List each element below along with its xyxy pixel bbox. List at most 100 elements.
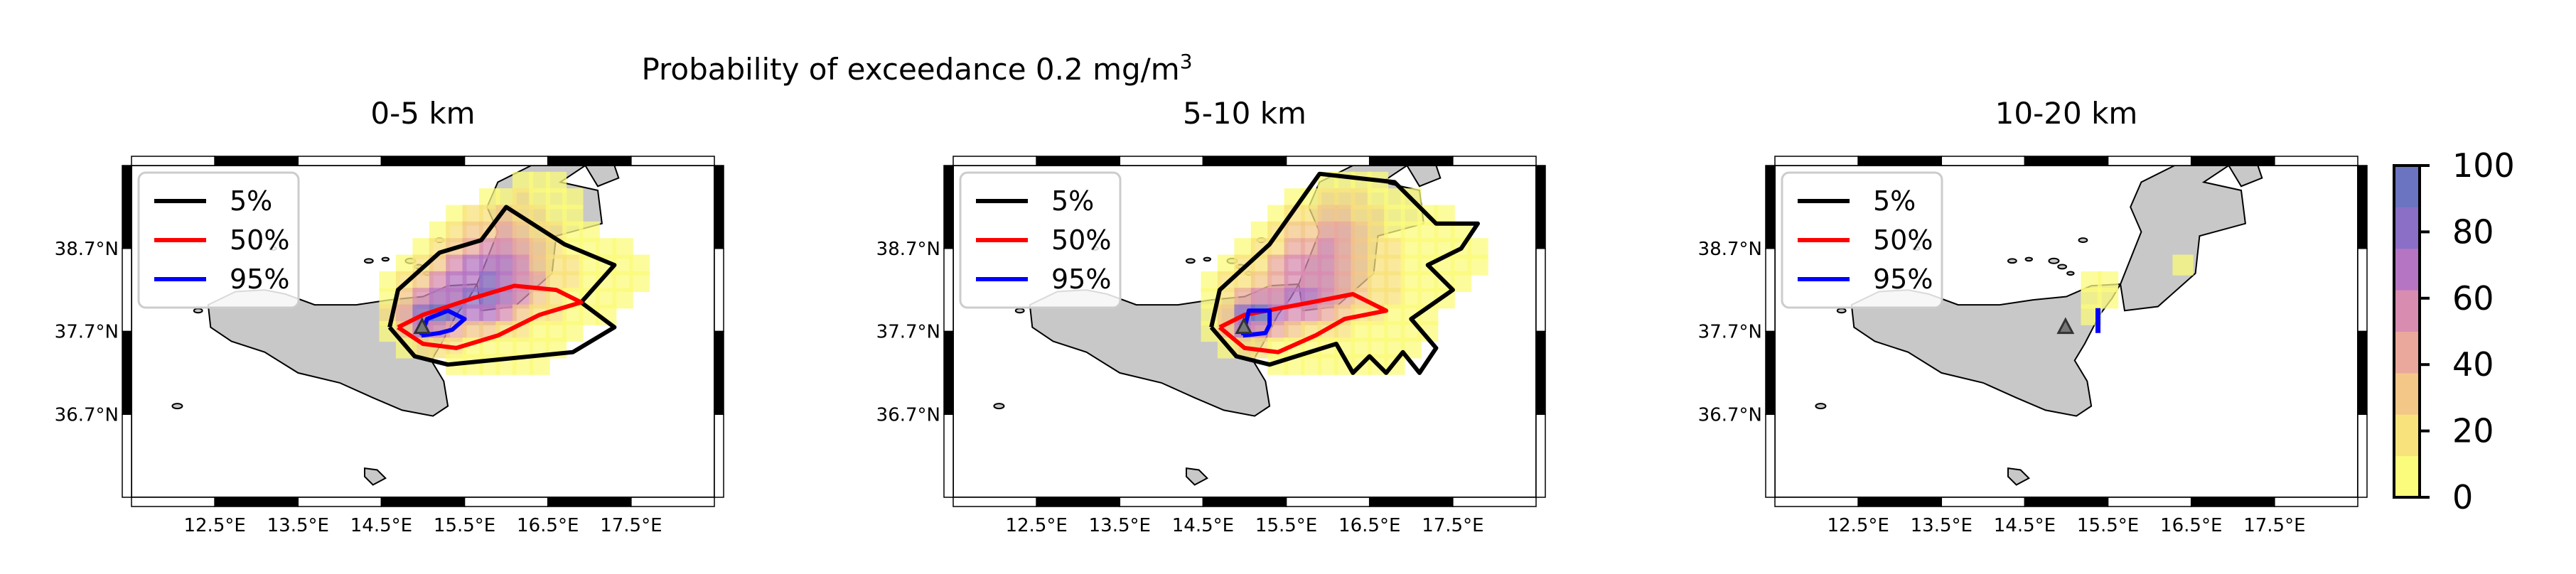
panel-title: 0-5 km xyxy=(370,96,475,131)
islet xyxy=(1836,308,1847,314)
legend-label: 5% xyxy=(230,185,272,217)
colorbar-band xyxy=(2394,372,2420,415)
volcano-vent-marker xyxy=(2056,317,2075,335)
y-tick-label: 36.7°N xyxy=(55,404,119,426)
map-frame xyxy=(943,156,1546,507)
islet xyxy=(171,403,183,410)
colorbar-tick-label: 0 xyxy=(2452,478,2473,516)
panel-title: 5-10 km xyxy=(1183,96,1306,131)
y-tick-label: 38.7°N xyxy=(1698,239,1762,260)
x-tick-label: 16.5°E xyxy=(517,515,579,536)
legend-label: 50% xyxy=(230,224,289,256)
legend-label: 50% xyxy=(1051,224,1111,256)
legend: 5% 50% 95% xyxy=(959,171,1122,309)
colorbar-band xyxy=(2394,290,2420,332)
y-tick-label: 37.7°N xyxy=(1698,322,1762,343)
islet xyxy=(381,256,390,262)
land-calabria xyxy=(2120,166,2247,312)
map-panel-2: 5-10 km 12.5°E 13.5°E 14.5°E 15.5°E 16.5°E 17.… xyxy=(876,96,1546,536)
legend: 5% 50% 95% xyxy=(1781,171,1943,309)
islet xyxy=(2048,257,2060,264)
map-frame xyxy=(122,156,724,507)
x-tick-label: 12.5°E xyxy=(1827,515,1889,536)
x-tick-label: 15.5°E xyxy=(1255,515,1317,536)
legend-label: 5% xyxy=(1051,185,1094,217)
colorbar-tick-label: 60 xyxy=(2452,279,2494,318)
colorbar-tick-label: 20 xyxy=(2452,412,2494,450)
contour-95pct xyxy=(419,308,467,338)
contour-95pct xyxy=(1240,308,1272,338)
land-ionian xyxy=(2228,166,2263,188)
colorbar-band xyxy=(2394,248,2420,291)
islet xyxy=(193,308,203,314)
figure-suptitle: Probability of exceedance 0.2 mg/m3 xyxy=(641,50,1192,87)
map-frame xyxy=(1765,156,2368,507)
x-tick-label: 13.5°E xyxy=(1911,515,1973,536)
y-tick-label: 38.7°N xyxy=(876,239,940,260)
y-tick-label: 36.7°N xyxy=(1698,404,1762,426)
islet xyxy=(2007,258,2017,264)
y-tick-label: 37.7°N xyxy=(876,322,940,343)
x-tick-label: 15.5°E xyxy=(434,515,495,536)
probability-cell xyxy=(2172,254,2194,276)
colorbar-tick-label: 40 xyxy=(2452,345,2494,384)
islet xyxy=(1014,308,1025,314)
x-tick-label: 14.5°E xyxy=(1172,515,1234,536)
colorbar-tick-label: 80 xyxy=(2452,212,2494,251)
land-malta xyxy=(364,467,387,486)
islet xyxy=(2024,256,2033,262)
islet xyxy=(1815,403,1827,410)
contour-50pct xyxy=(1218,292,1389,354)
x-tick-label: 16.5°E xyxy=(1338,515,1400,536)
volcano-vent-marker xyxy=(1235,317,1253,335)
x-tick-label: 12.5°E xyxy=(183,515,245,536)
colorbar-tick-label: 100 xyxy=(2452,146,2515,185)
x-tick-label: 14.5°E xyxy=(350,515,412,536)
islet xyxy=(2066,271,2075,276)
x-tick-label: 17.5°E xyxy=(1422,515,1483,536)
legend-label: 95% xyxy=(1873,264,1933,295)
map-panel-3: 10-20 km 12.5°E 13.5°E 14.5°E 15.5°E 16.5°E 17… xyxy=(1698,96,2368,536)
contour-5pct xyxy=(1209,171,1480,375)
x-tick-label: 13.5°E xyxy=(1089,515,1151,536)
colorbar-band xyxy=(2394,166,2420,207)
legend-label: 95% xyxy=(230,264,289,295)
legend: 5% 50% 95% xyxy=(137,171,300,309)
islet xyxy=(1203,256,1211,262)
colorbar-band xyxy=(2394,414,2420,457)
y-tick-label: 36.7°N xyxy=(876,404,940,426)
islet xyxy=(993,403,1005,410)
land-malta xyxy=(2007,467,2030,486)
islet xyxy=(1185,258,1196,264)
land-malta xyxy=(1186,467,1208,486)
legend-label: 50% xyxy=(1873,224,1933,256)
land-ionian xyxy=(584,166,620,188)
x-tick-label: 13.5°E xyxy=(267,515,329,536)
colorbar-band xyxy=(2394,455,2420,498)
panel-title: 10-20 km xyxy=(1995,96,2138,131)
x-tick-label: 16.5°E xyxy=(2160,515,2222,536)
islet xyxy=(363,258,374,264)
contour-50pct xyxy=(397,283,584,350)
x-tick-label: 17.5°E xyxy=(600,515,662,536)
x-tick-label: 12.5°E xyxy=(1005,515,1067,536)
colorbar-band xyxy=(2394,207,2420,249)
legend-label: 5% xyxy=(1873,185,1916,217)
land-sicily xyxy=(1850,283,2122,417)
colorbar-band xyxy=(2394,331,2420,374)
x-tick-label: 14.5°E xyxy=(1994,515,2056,536)
islet xyxy=(2057,264,2068,270)
y-tick-label: 38.7°N xyxy=(55,239,119,260)
y-tick-label: 37.7°N xyxy=(55,322,119,343)
colorbar: 0 20 40 60 80 100 xyxy=(2393,146,2515,516)
contour-5pct xyxy=(387,205,617,367)
land-ionian xyxy=(1406,166,1442,188)
x-tick-label: 17.5°E xyxy=(2243,515,2305,536)
map-panel-1: 0-5 km 12.5°E 13.5°E 14.5°E 15.5°E 16.5°E 17.5… xyxy=(55,96,724,536)
legend-label: 95% xyxy=(1051,264,1111,295)
x-tick-label: 15.5°E xyxy=(2077,515,2139,536)
islet xyxy=(2078,237,2088,243)
colorbar-outline xyxy=(2393,164,2421,499)
volcano-vent-marker xyxy=(413,317,431,335)
